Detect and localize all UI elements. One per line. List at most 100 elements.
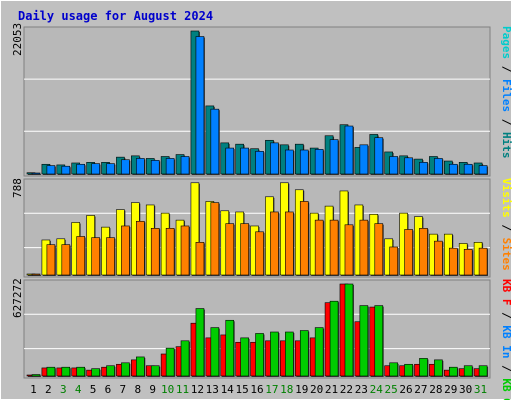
bar-shadow (28, 275, 36, 276)
legend-part: Visits (500, 178, 512, 218)
bar-kb-out-day-5 (91, 368, 100, 377)
bar-kb-out-day-9 (150, 365, 160, 377)
day-label-9: 9 (149, 383, 156, 396)
bar-kb-out-day-13 (210, 327, 220, 377)
bar-files-day-13 (210, 108, 220, 175)
legend-bottom: KB F / KB In / KB Out (500, 279, 512, 400)
bar-kb-out-day-20 (314, 327, 324, 377)
bar-files-day-9 (150, 160, 160, 175)
bar-files-day-17 (270, 142, 279, 175)
bar-kb-out-day-26 (404, 363, 413, 377)
day-label-7: 7 (120, 383, 127, 396)
bar-sites-day-21 (329, 219, 339, 276)
legend-part: Pages (500, 26, 512, 59)
legend-part: KB F (500, 279, 512, 306)
bar-kb-out-day-6 (106, 365, 115, 377)
day-label-12: 12 (191, 383, 204, 396)
bar-sites-day-25 (389, 246, 398, 276)
bar-files-day-30 (463, 163, 473, 175)
bar-kb-out-day-22 (344, 283, 354, 377)
bar-files-day-28 (434, 158, 443, 175)
chart-title: Daily usage for August 2024 (18, 9, 214, 23)
bar-sites-day-20 (314, 219, 324, 276)
bar-files-day-11 (180, 156, 190, 175)
bar-files-day-25 (389, 156, 398, 175)
legend-part: / (500, 359, 512, 379)
bar-kb-out-day-8 (136, 356, 145, 377)
day-label-23: 23 (355, 383, 368, 396)
bar-files-day-14 (225, 147, 235, 175)
day-label-25: 25 (385, 383, 398, 396)
bar-sites-day-15 (240, 223, 249, 276)
bar-files-day-3 (61, 165, 71, 175)
bar-sites-day-11 (180, 225, 190, 276)
legend-part: KB Out (500, 378, 512, 400)
day-label-4: 4 (75, 383, 82, 396)
day-label-30: 30 (459, 383, 472, 396)
bar-files-day-4 (76, 163, 86, 175)
bar-files-day-21 (329, 139, 339, 175)
day-label-5: 5 (90, 383, 97, 396)
legend-part: KB In (500, 325, 512, 358)
day-label-10: 10 (161, 383, 174, 396)
bar-kb-out-day-3 (61, 366, 71, 377)
bar-files-day-22 (344, 125, 354, 175)
bar-kb-out-day-23 (359, 305, 369, 377)
day-label-24: 24 (370, 383, 384, 396)
bar-kb-out-day-1 (31, 374, 41, 377)
bar-files-day-16 (255, 151, 264, 175)
bar-files-day-20 (314, 149, 324, 175)
bar-sites-day-2 (46, 244, 56, 276)
bar-sites-day-22 (344, 224, 354, 276)
day-label-3: 3 (60, 383, 67, 396)
day-label-21: 21 (325, 383, 338, 396)
bar-kb-out-day-11 (180, 340, 190, 377)
legend-middle: Visits / Sites (500, 178, 512, 271)
bar-files-day-15 (240, 147, 249, 175)
bar-sites-day-12 (195, 242, 205, 276)
day-label-15: 15 (235, 383, 248, 396)
ymax-label-bottom: 627272 (11, 278, 24, 318)
bar-sites-day-8 (136, 220, 145, 276)
bar-sites-day-9 (150, 227, 160, 276)
bar-kb-out-day-17 (270, 331, 279, 377)
day-label-16: 16 (250, 383, 263, 396)
bar-files-day-23 (359, 144, 369, 175)
legend-part: / (500, 306, 512, 326)
bar-files-day-26 (404, 157, 413, 175)
legend-part: / (500, 112, 512, 132)
day-label-17: 17 (265, 383, 278, 396)
bar-files-day-12 (195, 36, 205, 175)
day-label-11: 11 (176, 383, 189, 396)
bar-sites-day-7 (121, 225, 130, 276)
bar-files-day-19 (299, 149, 309, 175)
bar-files-day-5 (91, 163, 100, 175)
day-label-26: 26 (399, 383, 412, 396)
day-label-27: 27 (414, 383, 427, 396)
bar-shadow (28, 376, 36, 377)
bar-files-day-1 (31, 172, 41, 175)
bar-kb-out-day-19 (299, 330, 309, 377)
legend-part: / (500, 218, 512, 238)
bar-kb-out-day-7 (121, 362, 130, 377)
bar-visits-day-12 (190, 182, 200, 276)
day-label-19: 19 (295, 383, 308, 396)
bar-files-day-18 (285, 149, 294, 175)
bar-kb-out-day-27 (419, 358, 428, 377)
bar-files-day-8 (136, 158, 145, 175)
bar-kb-out-day-29 (448, 366, 458, 377)
bar-kb-out-day-24 (374, 305, 384, 377)
bar-sites-day-13 (210, 202, 220, 276)
bar-sites-day-30 (463, 249, 473, 276)
legend-part: Hits (500, 132, 512, 159)
bar-kb-out-day-25 (389, 362, 398, 377)
bar-kb-out-day-31 (478, 365, 488, 377)
bar-sites-day-6 (106, 237, 115, 276)
bar-kb-out-day-4 (76, 366, 86, 377)
bar-kb-out-day-30 (463, 365, 473, 377)
bar-shadow (33, 174, 41, 175)
bar-shadow (28, 173, 36, 175)
bar-files-day-27 (419, 162, 428, 175)
bar-files-day-7 (121, 159, 130, 175)
